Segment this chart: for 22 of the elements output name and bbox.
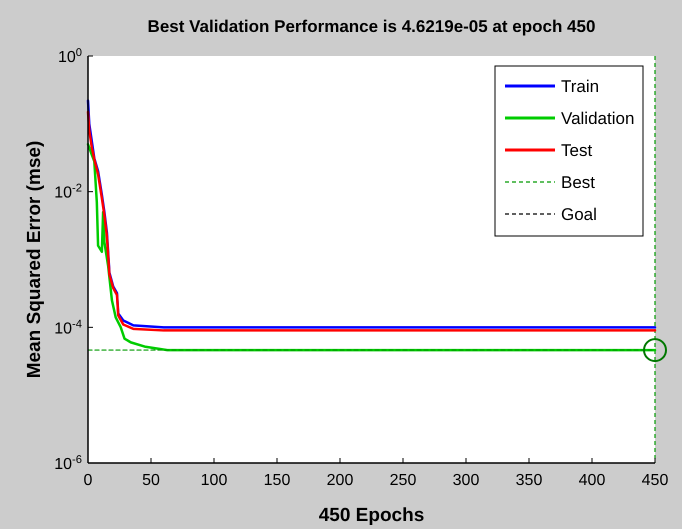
x-axis-title: 450 Epochs	[318, 505, 424, 526]
legend-label: Test	[561, 141, 592, 160]
x-tick-label: 300	[452, 472, 480, 489]
y-axis-title: Mean Squared Error (mse)	[24, 140, 45, 378]
x-tick-label: 100	[200, 472, 228, 489]
legend-label: Goal	[561, 205, 597, 224]
x-tick-label: 200	[326, 472, 354, 489]
chart-title: Best Validation Performance is 4.6219e-05 at epoch 450	[148, 17, 596, 36]
y-tick-label: 10$^{-6}$	[54, 454, 82, 473]
x-tick-label: 0	[84, 472, 93, 489]
legend-label: Train	[561, 77, 600, 96]
x-tick-label: 350	[516, 472, 542, 489]
x-tick-label: 400	[578, 472, 606, 489]
x-tick-label: 250	[390, 472, 416, 489]
y-tick-label: 10$^{0}$	[58, 47, 82, 66]
x-tick-label: 150	[264, 472, 290, 489]
x-tick-label: 450	[642, 472, 668, 489]
y-tick-label: 10$^{-4}$	[54, 318, 82, 338]
x-tick-label: 50	[142, 472, 160, 489]
legend-label: Validation	[561, 109, 634, 128]
y-tick-label: 10$^{-2}$	[54, 182, 82, 202]
legend-label: Best	[561, 173, 596, 192]
